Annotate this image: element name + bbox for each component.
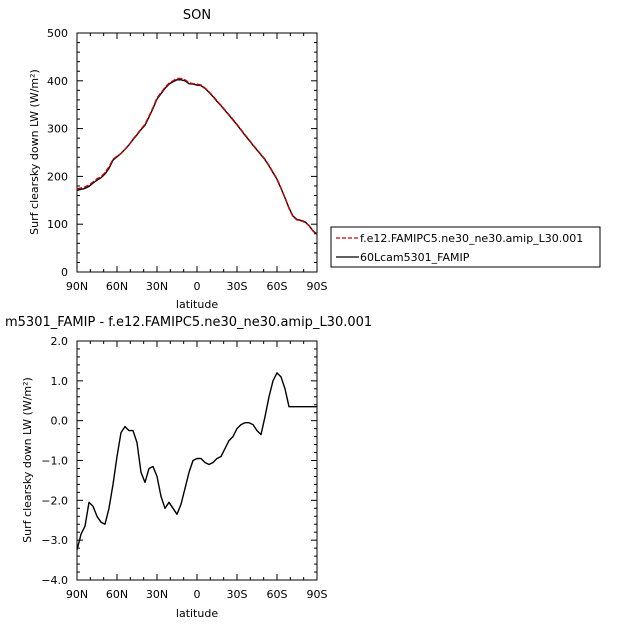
top-panel: SON Surf clearsky down LW (W/m²) latitud… [28, 8, 328, 311]
y-tick-label: 2.0 [51, 335, 69, 348]
top-panel-xlabel: latitude [176, 298, 218, 311]
series-line-1 [76, 79, 318, 235]
bottom-panel: m5301_FAMIP - f.e12.FAMIPC5.ne30_ne30.am… [5, 315, 372, 620]
y-tick-label: −1.0 [41, 455, 68, 468]
y-tick-label: 0.0 [51, 415, 69, 428]
top-panel-frame [76, 32, 318, 273]
x-tick-label: 60N [106, 588, 128, 601]
x-tick-label: 0 [194, 280, 201, 293]
legend-label-series-2: 60Lcam5301_FAMIP [360, 251, 470, 264]
bottom-panel-title: m5301_FAMIP - f.e12.FAMIPC5.ne30_ne30.am… [5, 315, 372, 330]
y-tick-label: 400 [47, 75, 68, 88]
x-tick-label: 60N [106, 280, 128, 293]
top-panel-axes: 90N 60N 30N 0 30S 60S 90S 0 100 200 300 400 500 [47, 27, 328, 293]
y-tick-label: −4.0 [41, 574, 68, 587]
x-tick-label: 30S [227, 588, 248, 601]
series-line-1 [76, 372, 317, 551]
top-panel-series [76, 77, 318, 235]
y-tick-label: 1.0 [51, 375, 69, 388]
y-tick-label: 300 [47, 123, 68, 136]
x-tick-label: 30N [146, 280, 168, 293]
x-tick-label: 90S [307, 588, 328, 601]
x-tick-label: 30N [146, 588, 168, 601]
legend-box [330, 226, 601, 268]
x-tick-label: 30S [227, 280, 248, 293]
legend: f.e12.FAMIPC5.ne30_ne30.amip_L30.001 60L… [330, 226, 601, 268]
y-tick-label: 200 [47, 170, 68, 183]
y-tick-label: −2.0 [41, 494, 68, 507]
y-tick-label: 500 [47, 27, 68, 40]
y-tick-label: −3.0 [41, 534, 68, 547]
series-line-2 [76, 77, 318, 235]
y-tick-label: 100 [47, 218, 68, 231]
bottom-panel-xlabel: latitude [176, 607, 218, 620]
x-tick-label: 90N [66, 588, 88, 601]
x-tick-label: 0 [194, 588, 201, 601]
x-tick-label: 90N [66, 280, 88, 293]
x-tick-label: 90S [307, 280, 328, 293]
bottom-panel-series [76, 372, 317, 551]
y-tick-label: 0 [61, 266, 68, 279]
x-tick-label: 60S [267, 280, 288, 293]
top-panel-ylabel: Surf clearsky down LW (W/m²) [28, 69, 41, 235]
top-panel-title: SON [183, 8, 211, 23]
bottom-panel-axes: 90N 60N 30N 0 30S 60S 90S −4.0 −3.0 −2.0 −1.0 0.0 1.… [41, 335, 327, 601]
x-tick-label: 60S [267, 588, 288, 601]
legend-label-series-1: f.e12.FAMIPC5.ne30_ne30.amip_L30.001 [360, 232, 583, 245]
bottom-panel-ylabel: Surf clearsky down LW (W/m²) [21, 377, 34, 543]
